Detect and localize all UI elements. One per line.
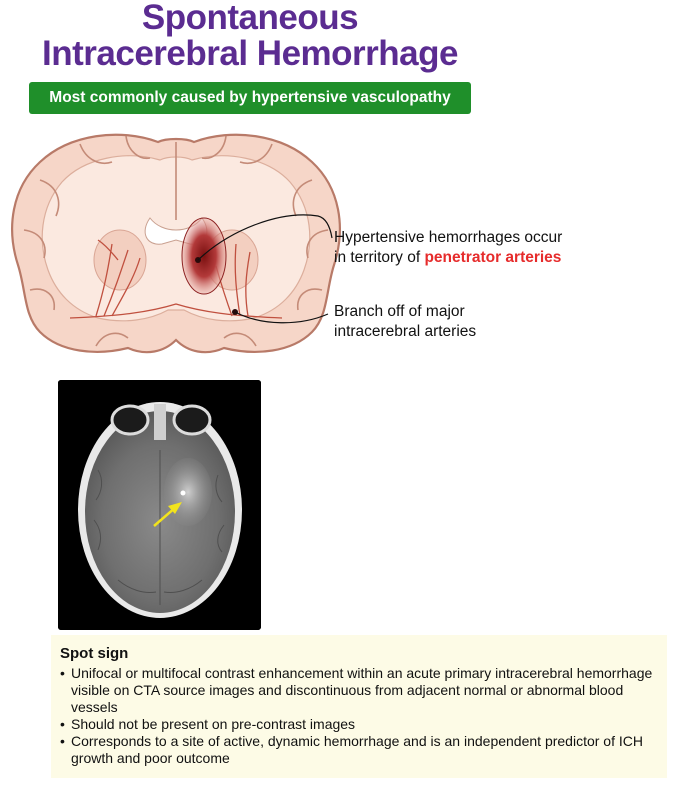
hemorrhage xyxy=(181,217,227,295)
spot-sign-note: Spot sign Unifocal or multifocal contras… xyxy=(51,635,667,778)
page-title: Spontaneous Intracerebral Hemorrhage xyxy=(0,0,500,72)
branch-callout: Branch off of major intracerebral arteri… xyxy=(334,302,654,342)
spot-sign-bullet-1: Unifocal or multifocal contrast enhancem… xyxy=(60,665,655,716)
leader-line-hemorrhage xyxy=(197,214,333,261)
penetrator-arteries-highlight: penetrator arteries xyxy=(424,249,562,266)
title-line-2: Intracerebral Hemorrhage xyxy=(42,34,458,73)
cause-banner: Most commonly caused by hypertensive vas… xyxy=(29,82,471,114)
spot-sign-bullet-3: Corresponds to a site of active, dynamic… xyxy=(60,733,655,767)
spot-sign-list: Unifocal or multifocal contrast enhancem… xyxy=(60,665,655,767)
hemorrhage-callout: Hypertensive hemorrhages occur in territ… xyxy=(334,228,654,268)
hemorrhage-callout-prefix: in territory of xyxy=(334,249,425,266)
spot-sign-heading: Spot sign xyxy=(60,645,129,662)
hemorrhage-callout-line-2: in territory of penetrator arteries xyxy=(334,248,654,268)
yellow-arrow-icon xyxy=(153,502,182,527)
hemorrhage-callout-line-1: Hypertensive hemorrhages occur xyxy=(334,229,563,246)
spot-sign-bullet-2: Should not be present on pre-contrast im… xyxy=(60,716,655,733)
ct-scan-image xyxy=(58,380,261,630)
branch-callout-line-1: Branch off of major xyxy=(334,303,465,320)
leader-line-branch xyxy=(234,311,329,324)
branch-callout-line-2: intracerebral arteries xyxy=(334,323,477,340)
title-line-1: Spontaneous xyxy=(141,0,359,37)
coronal-brain-illustration xyxy=(11,133,341,354)
